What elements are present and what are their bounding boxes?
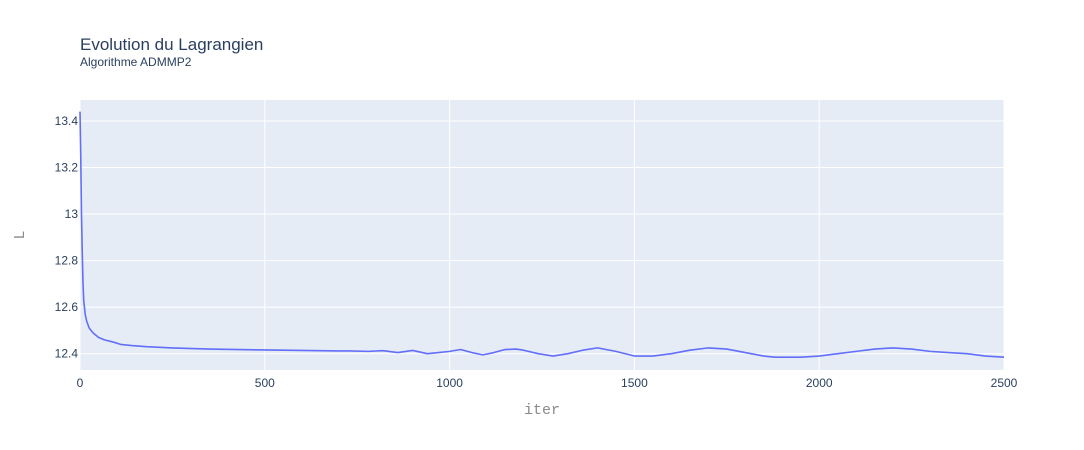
grid-lines xyxy=(79,100,1005,370)
y-tick-label: 13 xyxy=(65,207,79,221)
x-tick-label: 0 xyxy=(77,376,84,390)
y-tick-label: 12.8 xyxy=(55,254,79,268)
x-tick-label: 2000 xyxy=(806,376,833,390)
y-tick-label: 12.6 xyxy=(55,300,79,314)
x-tick-label: 1000 xyxy=(436,376,463,390)
x-axis-title: iter xyxy=(524,402,560,419)
chart-subtitle: Algorithme ADMMP2 xyxy=(80,55,192,69)
y-axis-ticks: 12.4 12.6 12.8 13 13.2 13.4 xyxy=(55,114,79,361)
chart-title: Evolution du Lagrangien xyxy=(80,35,263,54)
y-axis-title: L xyxy=(12,230,29,239)
series-line[interactable] xyxy=(79,111,1005,359)
y-tick-label: 13.4 xyxy=(55,114,79,128)
plot-area[interactable] xyxy=(80,100,1004,370)
y-tick-label: 13.2 xyxy=(55,161,79,175)
x-axis-ticks: 0 500 1000 1500 2000 2500 xyxy=(77,376,1018,390)
x-tick-label: 500 xyxy=(255,376,275,390)
x-tick-label: 2500 xyxy=(991,376,1018,390)
x-tick-label: 1500 xyxy=(621,376,648,390)
series-lines xyxy=(79,111,1005,359)
y-tick-label: 12.4 xyxy=(55,347,79,361)
